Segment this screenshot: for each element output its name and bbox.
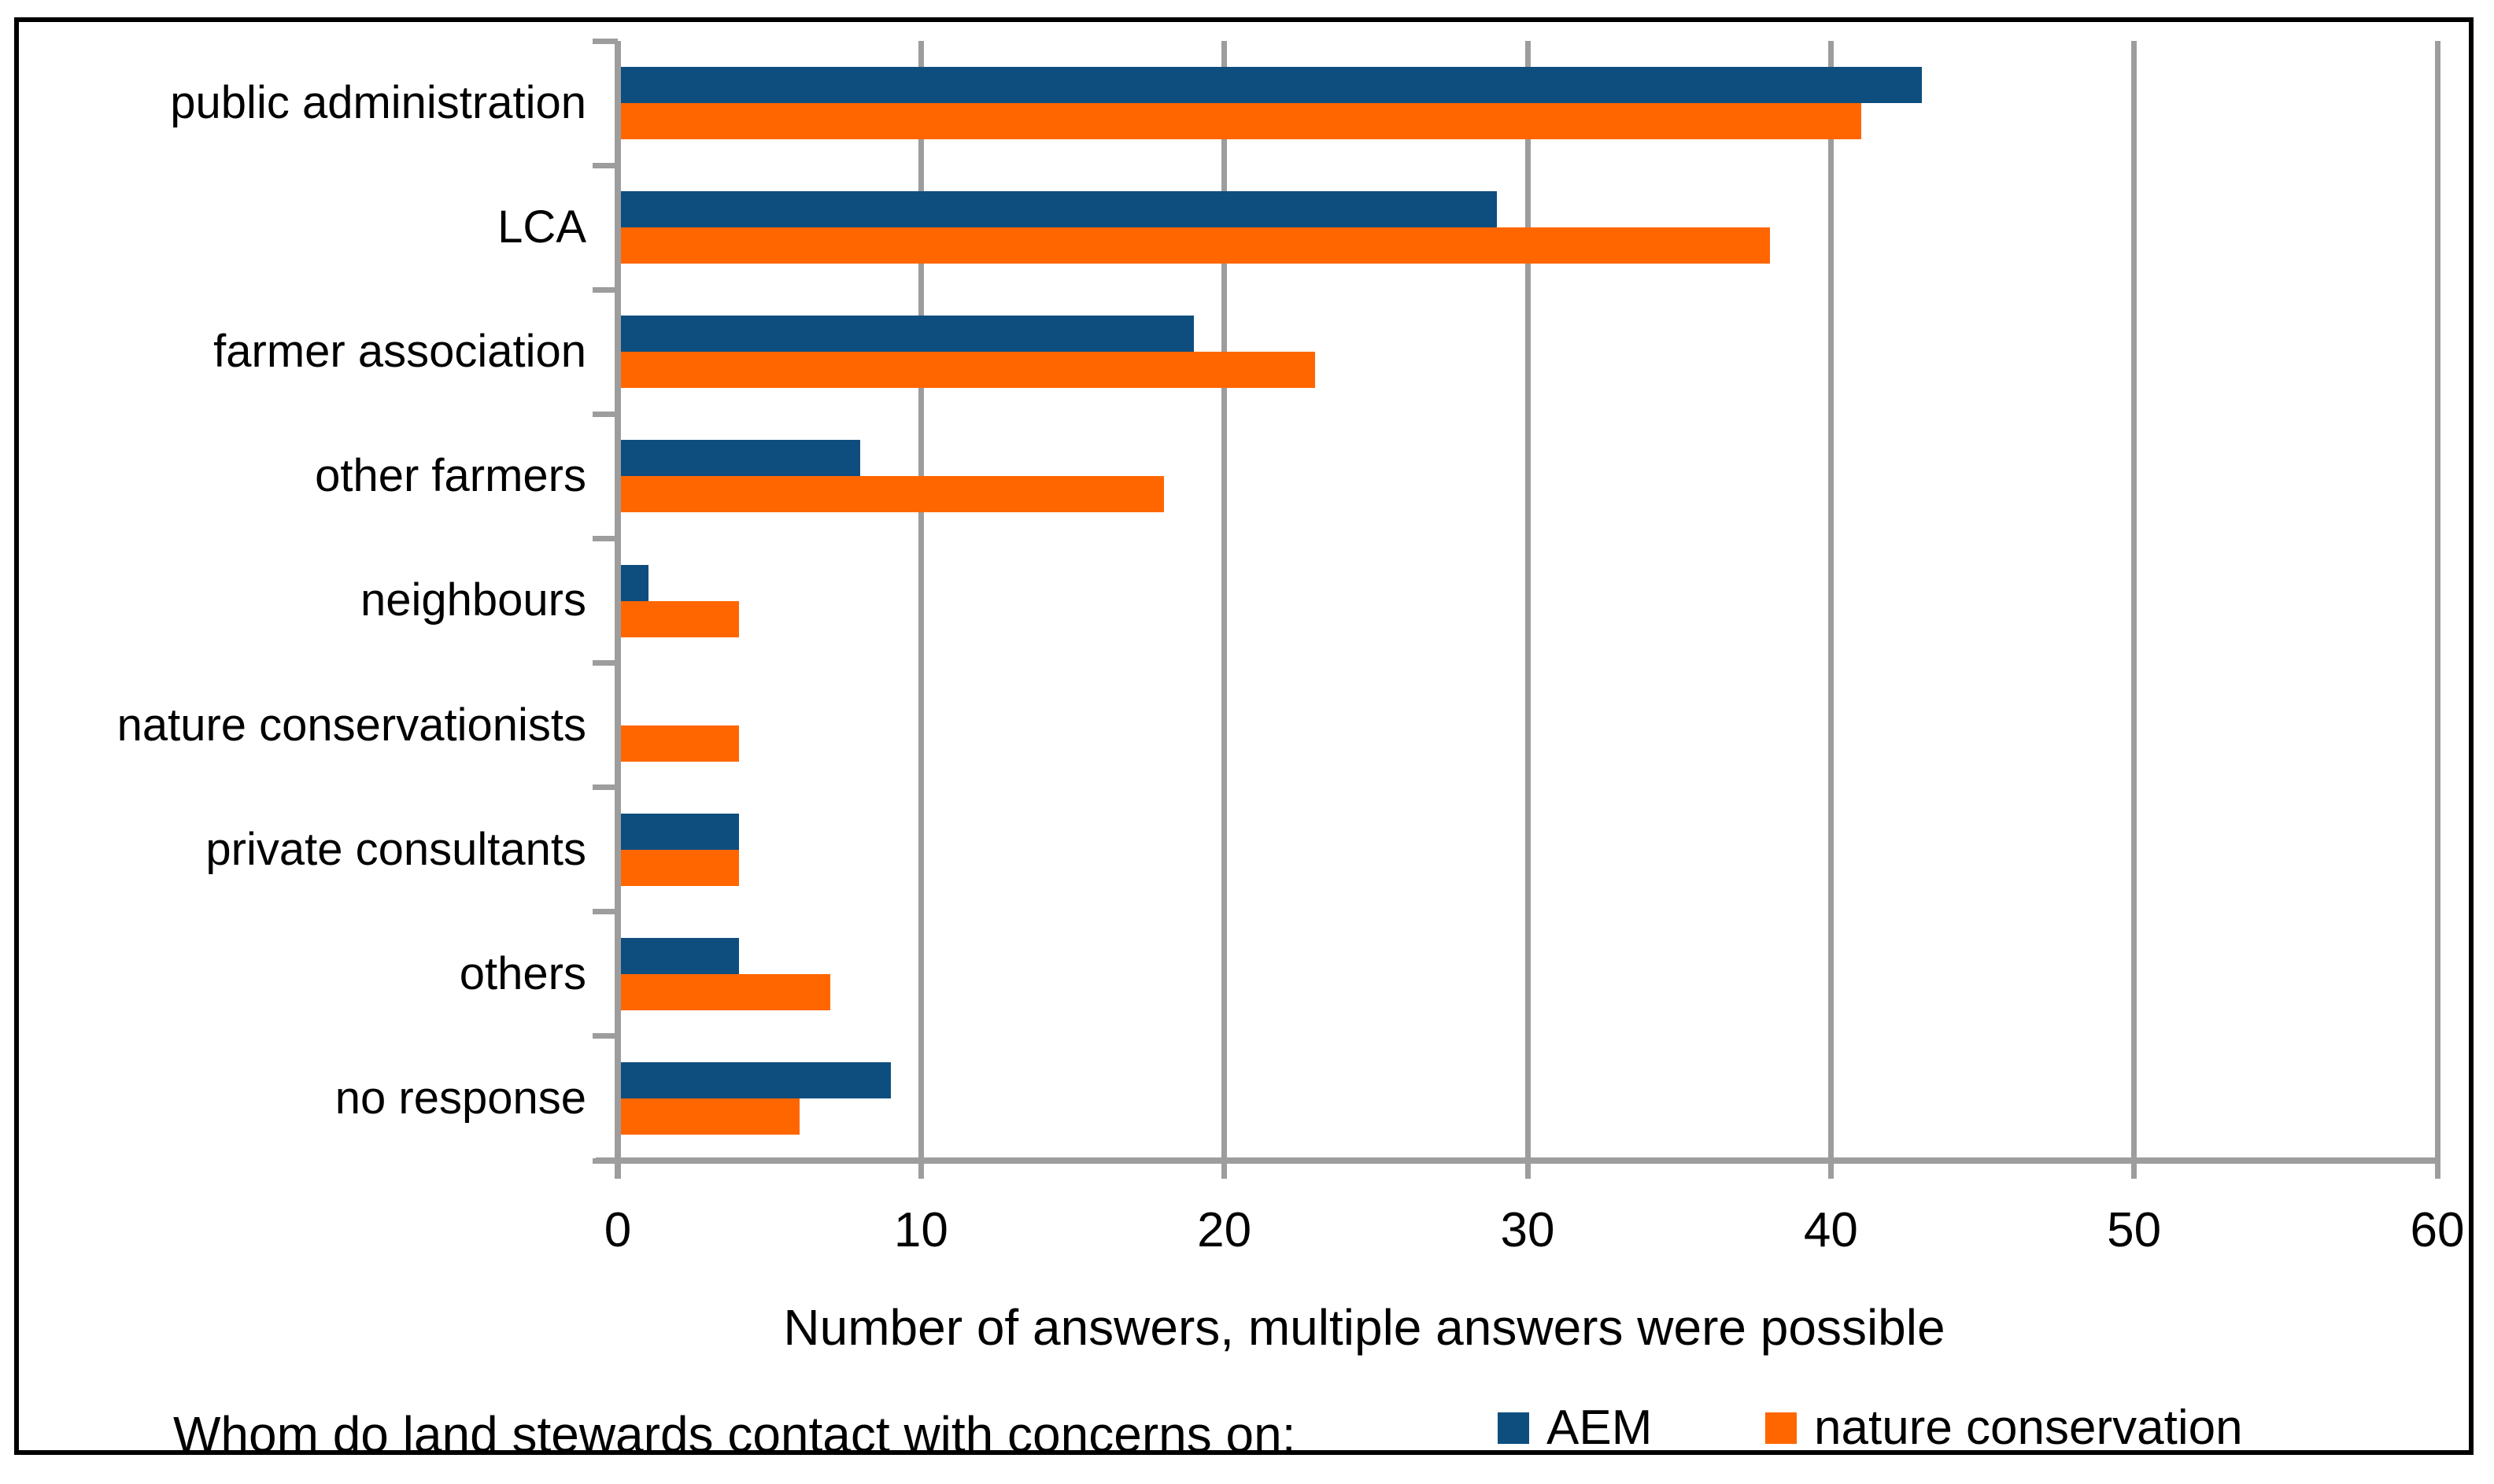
bar-nature-conservation-nature-conservationists bbox=[618, 725, 740, 762]
bar-nature-conservation-others bbox=[618, 973, 830, 1010]
x-tick-30 bbox=[1524, 1161, 1531, 1179]
bar-aem-neighbours bbox=[618, 564, 648, 601]
x-tick-40 bbox=[1827, 1161, 1834, 1179]
gridline-50 bbox=[2131, 41, 2137, 1161]
category-label-private-consultants: private consultants bbox=[205, 823, 586, 875]
bar-aem-no-response bbox=[618, 1061, 891, 1098]
gridline-60 bbox=[2434, 41, 2440, 1161]
bar-aem-others bbox=[618, 937, 740, 974]
bar-aem-private-consultants bbox=[618, 813, 740, 850]
gridline-30 bbox=[1524, 41, 1531, 1161]
bar-aem-other-farmers bbox=[618, 440, 861, 477]
bar-aem-public-administration bbox=[618, 67, 1922, 104]
plot-area bbox=[593, 38, 2440, 1179]
bar-nature-conservation-other-farmers bbox=[618, 476, 1164, 513]
gridline-40 bbox=[1827, 41, 1834, 1161]
bar-nature-conservation-neighbours bbox=[618, 600, 740, 637]
category-label-public-administration: public administration bbox=[170, 77, 586, 129]
y-axis-line bbox=[615, 41, 621, 1179]
bar-aem-lca bbox=[618, 191, 1498, 228]
category-label-other-farmers: other farmers bbox=[315, 450, 586, 502]
bar-nature-conservation-lca bbox=[618, 227, 1771, 264]
x-tick-20 bbox=[1221, 1161, 1228, 1179]
gridline-10 bbox=[918, 41, 924, 1161]
gridline-20 bbox=[1221, 41, 1228, 1161]
x-tick-label-10: 10 bbox=[893, 1203, 948, 1257]
x-tick-label-30: 30 bbox=[1500, 1203, 1555, 1257]
legend-item-aem: AEM bbox=[1498, 1404, 1652, 1453]
bar-aem-farmer-association bbox=[618, 316, 1195, 353]
legend-item-nature-conservation: nature conservation bbox=[1765, 1404, 2243, 1453]
x-tick-60 bbox=[2434, 1161, 2440, 1179]
x-tick-50 bbox=[2131, 1161, 2137, 1179]
x-tick-10 bbox=[918, 1161, 924, 1179]
footer-question: Whom do land stewards contact with conce… bbox=[173, 1406, 1296, 1463]
category-labels: public administration LCA farmer associati… bbox=[20, 41, 586, 1161]
y-tick bbox=[593, 411, 618, 417]
y-tick bbox=[593, 784, 618, 791]
legend-swatch-icon bbox=[1765, 1412, 1797, 1444]
category-label-no-response: no response bbox=[334, 1072, 586, 1124]
category-label-neighbours: neighbours bbox=[360, 574, 586, 626]
y-tick bbox=[593, 1157, 618, 1164]
bar-nature-conservation-no-response bbox=[618, 1098, 800, 1135]
x-tick-label-20: 20 bbox=[1197, 1203, 1252, 1257]
y-tick bbox=[593, 38, 618, 44]
x-tick-label-0: 0 bbox=[604, 1203, 632, 1257]
x-axis-line bbox=[596, 1157, 2437, 1164]
x-tick-label-60: 60 bbox=[2410, 1203, 2465, 1257]
y-tick bbox=[593, 909, 618, 915]
category-label-nature-conservationists: nature conservationists bbox=[116, 699, 586, 751]
legend-swatch-icon bbox=[1498, 1412, 1529, 1444]
bar-nature-conservation-farmer-association bbox=[618, 352, 1316, 389]
category-label-farmer-association: farmer association bbox=[213, 326, 586, 378]
y-tick bbox=[593, 162, 618, 168]
bar-nature-conservation-private-consultants bbox=[618, 849, 740, 886]
y-tick bbox=[593, 660, 618, 666]
legend-label: nature conservation bbox=[1814, 1401, 2243, 1455]
y-tick bbox=[593, 1033, 618, 1039]
y-tick bbox=[593, 535, 618, 541]
x-tick-label-50: 50 bbox=[2107, 1203, 2162, 1257]
legend-label: AEM bbox=[1546, 1401, 1653, 1455]
category-label-others: others bbox=[459, 947, 586, 999]
y-tick bbox=[593, 286, 618, 293]
bar-nature-conservation-public-administration bbox=[618, 103, 1861, 140]
x-tick-0 bbox=[615, 1161, 621, 1179]
category-label-lca: LCA bbox=[497, 201, 586, 253]
x-tick-label-40: 40 bbox=[1803, 1203, 1858, 1257]
x-axis-title: Number of answers, multiple answers were… bbox=[783, 1299, 1945, 1356]
